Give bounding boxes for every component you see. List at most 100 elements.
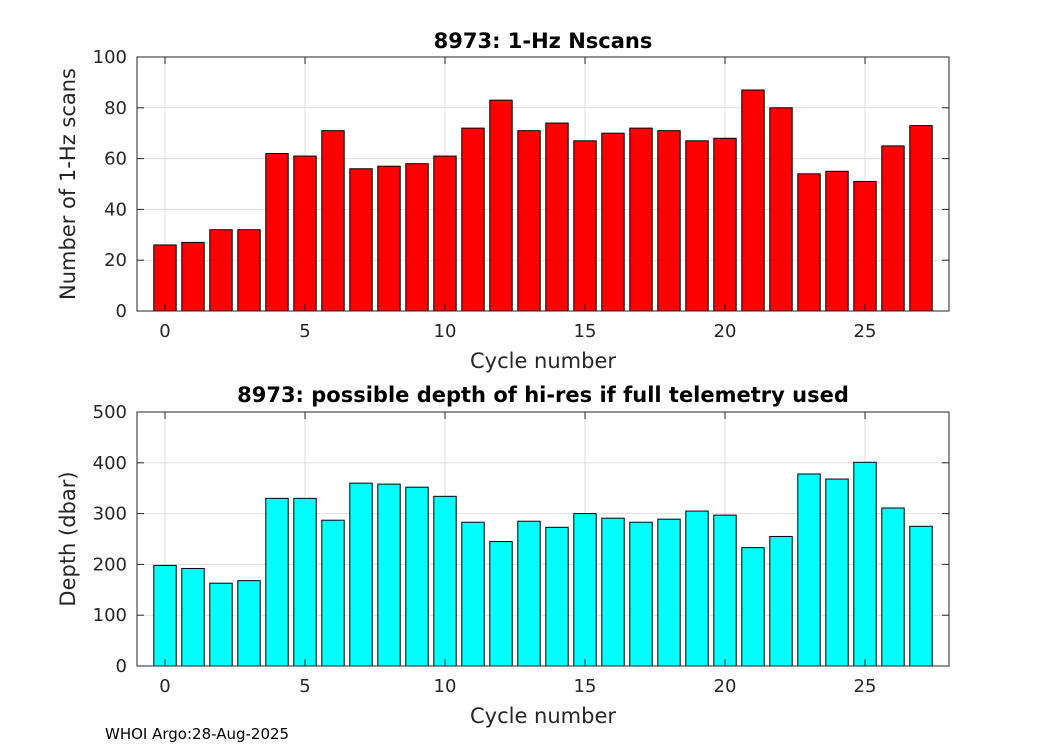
x-tick-label: 25	[854, 676, 877, 697]
bar	[545, 526, 569, 667]
x-tick-label: 20	[714, 321, 737, 342]
bar	[153, 564, 177, 667]
bar	[685, 140, 709, 312]
x-tick-label: 20	[714, 676, 737, 697]
x-tick-label: 5	[299, 676, 310, 697]
bar	[685, 510, 709, 667]
bar	[601, 517, 625, 667]
bar	[657, 130, 681, 312]
bar	[769, 107, 793, 312]
y-tick-label: 0	[116, 301, 127, 322]
bar	[601, 132, 625, 312]
y-tick-label: 300	[93, 504, 127, 525]
bar	[489, 99, 513, 312]
bar	[881, 145, 905, 312]
x-tick-label: 0	[159, 676, 170, 697]
bar	[153, 244, 177, 312]
x-tick-label: 5	[299, 321, 310, 342]
y-tick-label: 200	[93, 554, 127, 575]
bar	[853, 180, 877, 312]
bar	[181, 241, 205, 312]
bar	[545, 122, 569, 312]
y-tick-label: 60	[104, 149, 127, 170]
bar	[517, 520, 541, 667]
bar	[881, 507, 905, 667]
y-tick-label: 500	[93, 402, 127, 423]
bar	[461, 521, 485, 667]
bar	[713, 137, 737, 312]
bar	[377, 165, 401, 312]
y-axis-label: Number of 1-Hz scans	[56, 68, 80, 300]
tick-marks	[137, 56, 949, 312]
axes-frame	[136, 56, 950, 312]
footer-credit: WHOI Argo:28-Aug-2025	[105, 725, 290, 743]
bar	[629, 521, 653, 667]
bar	[797, 173, 821, 312]
y-tick-labels: 0 100 200 300 400 500	[93, 402, 127, 677]
bar	[237, 229, 261, 312]
bar	[209, 229, 233, 312]
x-axis-label: Cycle number	[470, 349, 616, 373]
bar	[181, 567, 205, 667]
y-tick-label: 100	[93, 47, 127, 68]
y-axis-label: Depth (dbar)	[56, 471, 80, 606]
bar	[433, 495, 457, 667]
bar	[237, 580, 261, 667]
tick-marks	[137, 411, 949, 667]
y-tick-label: 400	[93, 453, 127, 474]
bar	[797, 473, 821, 667]
bar	[461, 127, 485, 312]
bar	[713, 514, 737, 667]
bar	[377, 483, 401, 667]
y-tick-label: 0	[116, 656, 127, 677]
bar	[321, 130, 345, 312]
bar	[825, 170, 849, 312]
x-tick-label: 10	[434, 676, 457, 697]
bar	[573, 140, 597, 312]
y-tick-label: 20	[104, 250, 127, 271]
x-tick-label: 25	[854, 321, 877, 342]
chart-nscans: 8973: 1-Hz Nscans 0 5 10 15 20 25 0 20 40 60 80 10…	[56, 29, 950, 373]
bar	[825, 478, 849, 667]
y-tick-label: 40	[104, 199, 127, 220]
y-tick-label: 80	[104, 98, 127, 119]
bar	[349, 482, 373, 667]
x-axis-label: Cycle number	[470, 704, 616, 728]
bar	[909, 125, 933, 312]
x-tick-label: 0	[159, 321, 170, 342]
chart-title: 8973: possible depth of hi-res if full t…	[237, 383, 849, 407]
bar	[405, 486, 429, 667]
bar	[573, 513, 597, 667]
x-tick-labels: 0 5 10 15 20 25	[159, 676, 876, 697]
bar	[909, 525, 933, 667]
chart-depth: 8973: possible depth of hi-res if full t…	[56, 383, 950, 728]
bar	[657, 518, 681, 667]
bar	[517, 130, 541, 312]
axes-frame	[136, 411, 950, 667]
bar	[741, 547, 765, 667]
bar	[293, 155, 317, 312]
bar	[293, 497, 317, 667]
x-tick-labels: 0 5 10 15 20 25	[159, 321, 876, 342]
chart-title: 8973: 1-Hz Nscans	[434, 29, 653, 53]
bar	[853, 461, 877, 667]
y-tick-label: 100	[93, 605, 127, 626]
bar	[629, 127, 653, 312]
bar	[209, 582, 233, 667]
x-tick-label: 10	[434, 321, 457, 342]
bar	[349, 168, 373, 312]
y-tick-labels: 0 20 40 60 80 100	[93, 47, 127, 322]
bar	[489, 541, 513, 667]
bar	[321, 519, 345, 667]
bar	[405, 163, 429, 312]
x-tick-label: 15	[574, 321, 597, 342]
x-tick-label: 15	[574, 676, 597, 697]
bar	[741, 89, 765, 312]
bar	[265, 497, 289, 667]
bar	[769, 535, 793, 667]
bars	[153, 89, 933, 312]
bars	[153, 461, 933, 667]
bar	[265, 153, 289, 312]
bar	[433, 155, 457, 312]
